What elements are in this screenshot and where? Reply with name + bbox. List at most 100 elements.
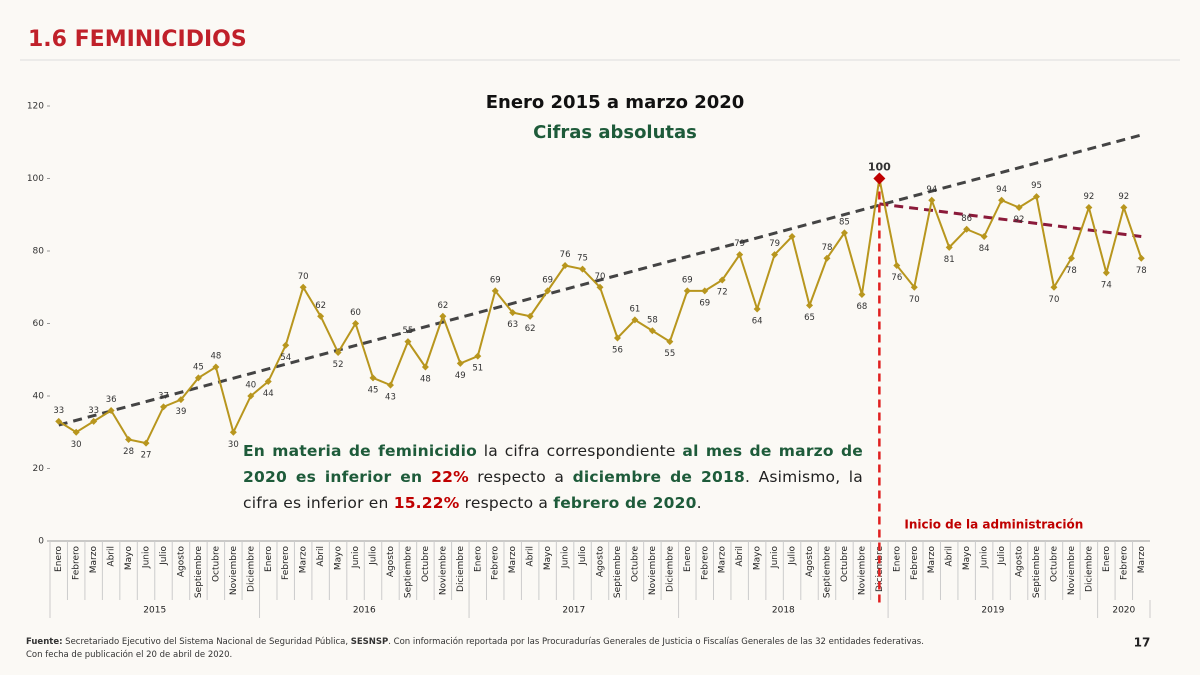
trend-line	[58, 133, 1142, 427]
data-point	[648, 327, 656, 335]
data-point	[1050, 283, 1058, 291]
x-tick-label: Enero	[892, 546, 902, 572]
data-point	[526, 312, 534, 320]
data-point	[718, 276, 726, 284]
data-point	[491, 287, 499, 295]
data-label: 48	[210, 352, 221, 362]
data-label: 51	[472, 364, 483, 374]
data-label: 62	[525, 324, 536, 334]
x-tick-label: Febrero	[1119, 546, 1129, 580]
data-point	[998, 196, 1006, 204]
data-label: 76	[560, 250, 571, 260]
data-point	[369, 374, 377, 382]
x-tick-label: Enero	[473, 546, 483, 572]
data-point	[334, 349, 342, 356]
x-tick-label: Junio	[980, 546, 990, 570]
x-tick-label: Diciembre	[1084, 546, 1094, 592]
x-tick-label: Abril	[526, 546, 536, 567]
data-label: 84	[979, 244, 990, 254]
x-tick-label: Agosto	[805, 546, 815, 578]
x-tick-label: Junio	[770, 546, 780, 570]
data-label: 61	[630, 304, 641, 314]
x-tick-label: Octubre	[211, 546, 221, 582]
x-tick-label: Mayo	[753, 546, 763, 571]
x-tick-label: Agosto	[1015, 546, 1025, 578]
annotation-text: diciembre de 2018	[572, 468, 745, 486]
x-tick-label: Abril	[107, 546, 117, 567]
data-point	[229, 428, 237, 436]
x-tick-label: Febrero	[700, 546, 710, 580]
data-label: 79	[769, 239, 780, 249]
data-point	[142, 439, 150, 447]
x-tick-label: Septiembre	[1032, 546, 1042, 599]
annotation: En materia de feminicidio la cifra corre…	[243, 438, 863, 516]
x-tick-label: Marzo	[89, 546, 99, 574]
x-tick-label: Julio	[369, 546, 379, 566]
x-tick-label: Diciembre	[665, 546, 675, 592]
annotation-text: respecto a	[459, 494, 554, 512]
y-tick-label: 100	[27, 174, 44, 184]
x-tick-label: Febrero	[910, 546, 920, 580]
data-label: 70	[1049, 295, 1060, 305]
footer-text: Secretariado Ejecutivo del Sistema Nacio…	[62, 637, 351, 647]
data-label: 81	[944, 255, 955, 265]
annotation-text: febrero de 2020	[553, 494, 697, 512]
x-tick-label: Mayo	[334, 546, 344, 571]
data-label: 69	[682, 275, 693, 285]
data-label: 45	[193, 362, 204, 372]
data-label: 78	[822, 243, 833, 253]
data-point	[910, 283, 918, 291]
data-label: 58	[647, 315, 658, 325]
data-label: 70	[298, 272, 309, 282]
y-tick-label: 80	[33, 247, 45, 257]
x-tick-label: Marzo	[508, 546, 518, 574]
data-point	[736, 251, 744, 259]
annotation-text: respecto a	[468, 468, 573, 486]
x-tick-label: Diciembre	[246, 546, 256, 592]
data-point	[963, 225, 971, 233]
data-label: 78	[1136, 266, 1147, 276]
data-point	[596, 283, 604, 291]
year-label: 2017	[562, 606, 585, 616]
data-label: 44	[263, 389, 274, 399]
y-tick-label: 20	[33, 464, 45, 474]
data-label: 95	[1031, 181, 1042, 191]
data-point	[317, 312, 325, 320]
x-tick-label: Noviembre	[229, 546, 239, 596]
data-point	[788, 233, 796, 240]
x-tick-label: Septiembre	[613, 546, 623, 599]
year-label: 2016	[353, 606, 376, 616]
data-label: 70	[909, 295, 920, 305]
annotation-text: . Asimismo, la cifra es inferior en	[243, 468, 863, 512]
data-label: 56	[612, 346, 623, 356]
annotation-text: 22%	[431, 468, 469, 486]
x-tick-label: Octubre	[630, 546, 640, 582]
y-tick-label: 40	[33, 392, 45, 402]
x-tick-label: Febrero	[491, 546, 501, 580]
x-tick-label: Enero	[264, 546, 274, 572]
x-tick-label: Abril	[735, 546, 745, 567]
data-point	[544, 287, 552, 295]
data-label: 86	[961, 214, 972, 224]
x-tick-label: Enero	[1102, 546, 1112, 572]
x-tick-label: Septiembre	[194, 546, 204, 599]
data-label: 85	[839, 217, 850, 227]
data-point	[858, 291, 866, 298]
data-point	[194, 374, 202, 382]
data-label: 100	[868, 161, 891, 174]
x-tick-label: Marzo	[299, 546, 309, 574]
data-label: 30	[228, 440, 239, 450]
year-label: 2020	[1112, 606, 1135, 616]
annotation-text: 15.22%	[393, 494, 460, 512]
data-point	[159, 403, 167, 411]
data-label: 78	[1066, 266, 1077, 276]
data-label: 92	[1118, 192, 1129, 202]
data-label: 39	[176, 407, 187, 417]
data-label: 30	[71, 440, 82, 450]
data-point	[945, 243, 953, 251]
data-label: 69	[542, 275, 553, 285]
x-tick-label: Febrero	[281, 546, 291, 580]
data-label: 92	[1014, 215, 1025, 225]
data-label: 76	[891, 273, 902, 283]
data-label: 92	[1083, 192, 1094, 202]
